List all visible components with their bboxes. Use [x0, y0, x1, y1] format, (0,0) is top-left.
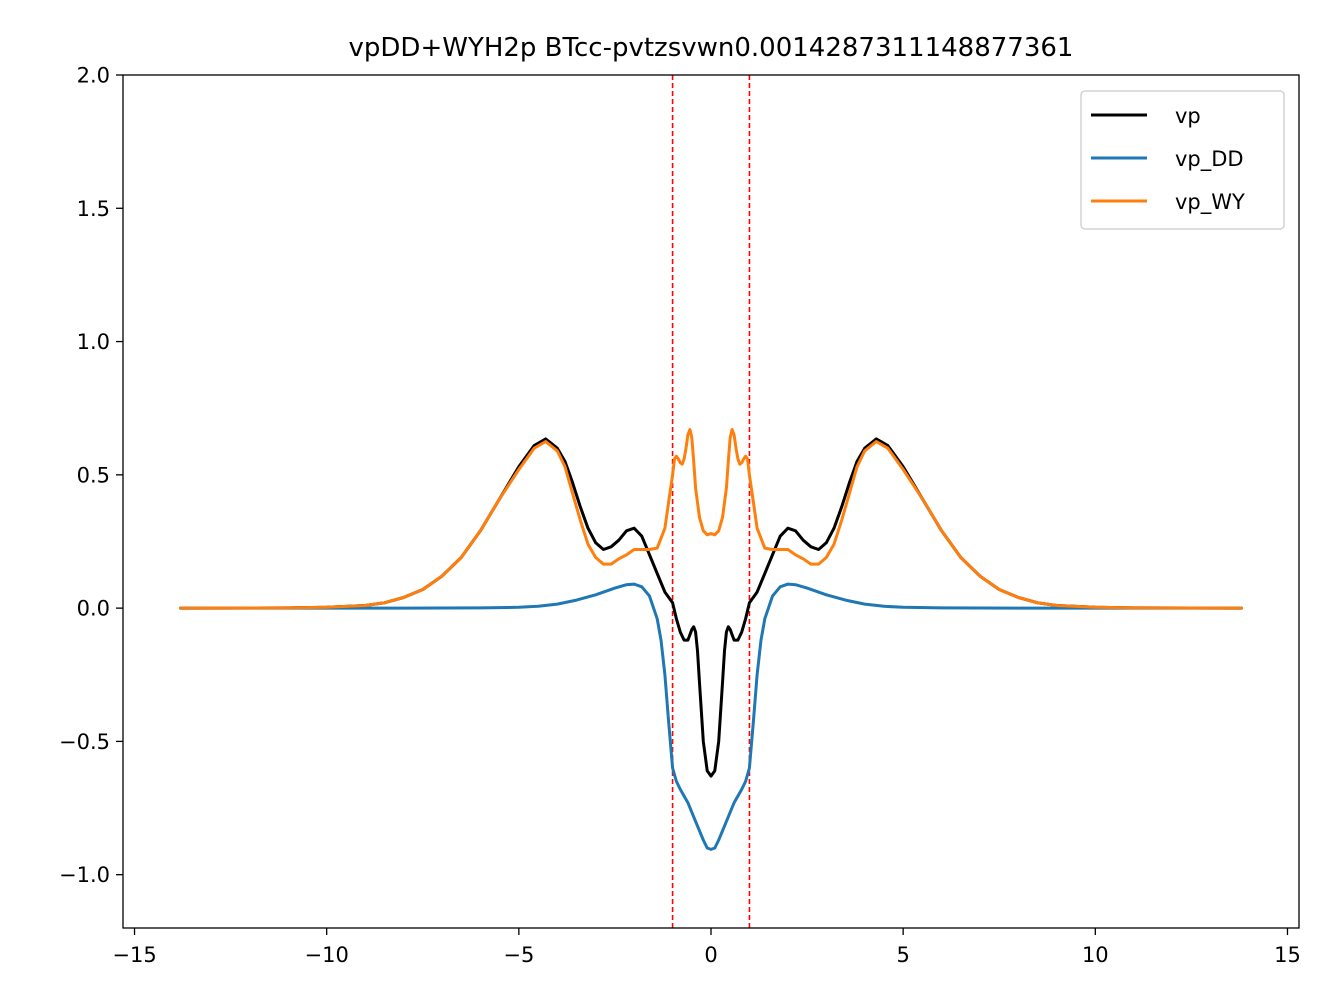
- y-tick-label: 1.0: [77, 330, 110, 354]
- series-line-vp-DD: [179, 582, 1243, 851]
- series-layer: [179, 428, 1243, 851]
- y-tick-label: 1.5: [77, 197, 110, 221]
- y-tick-label: −1.0: [59, 863, 110, 887]
- legend: vp vp_DD vp_WY: [1080, 90, 1285, 230]
- y-tick-label: 2.0: [77, 64, 110, 88]
- x-tick-label: 5: [896, 943, 909, 967]
- x-tick-label: 0: [704, 943, 717, 967]
- y-axis: −1.0 −0.5 0.0 0.5 1.0 1.5 2.0: [59, 64, 123, 887]
- y-tick-label: −0.5: [59, 730, 110, 754]
- legend-label: vp_DD: [1175, 147, 1244, 172]
- x-tick-label: −15: [112, 943, 156, 967]
- chart-title: vpDD+WYH2p BTcc-pvtzsvwn0.00142873111488…: [349, 33, 1074, 63]
- series-line-vp-WY: [179, 428, 1243, 610]
- y-tick-label: 0.5: [77, 463, 110, 487]
- legend-box: [1080, 90, 1285, 230]
- series-line-vp: [179, 437, 1243, 778]
- vertical-reference-lines: [671, 75, 751, 928]
- x-tick-label: −10: [305, 943, 349, 967]
- legend-label: vp_WY: [1175, 190, 1245, 215]
- legend-label: vp: [1175, 104, 1201, 128]
- x-tick-label: 10: [1082, 943, 1109, 967]
- y-tick-label: 0.0: [77, 597, 110, 621]
- x-tick-label: −5: [503, 943, 534, 967]
- x-tick-label: 15: [1274, 943, 1301, 967]
- x-axis: −15 −10 −5 0 5 10 15: [112, 928, 1301, 967]
